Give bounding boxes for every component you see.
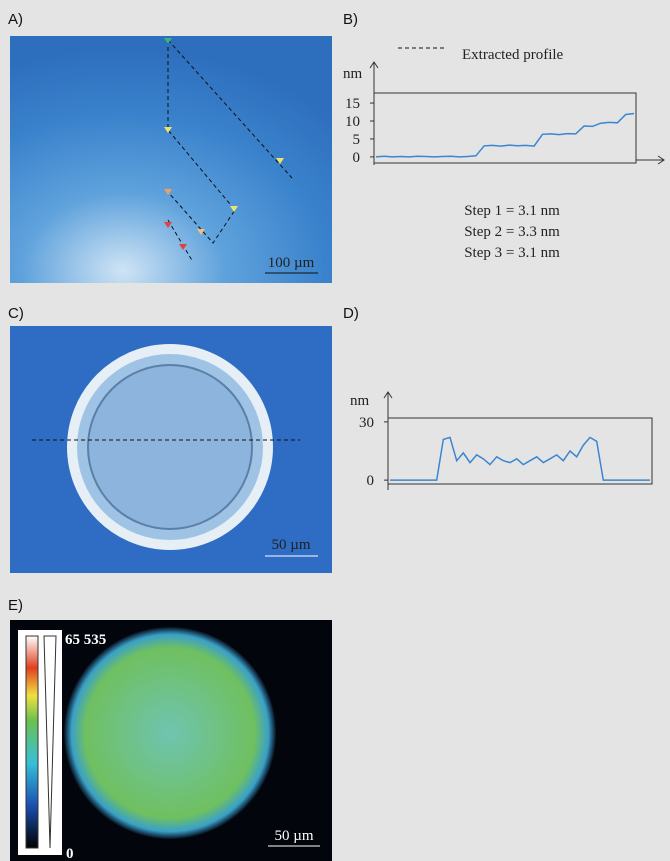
axis-label: nm	[343, 66, 363, 82]
panel-label: B)	[343, 11, 358, 28]
y-tick-label: 10	[345, 114, 360, 130]
step-text: Step 3 = 3.1 nm	[464, 245, 560, 261]
step-text: Step 2 = 3.3 nm	[464, 224, 560, 240]
plot-frame	[387, 417, 653, 485]
axes	[369, 61, 665, 165]
axes	[383, 391, 393, 490]
y-tick-label: 5	[353, 132, 361, 148]
scale-bar-label: 50 µm	[274, 828, 313, 844]
profile-line	[390, 436, 650, 481]
panel-label: A)	[8, 11, 23, 28]
markers	[164, 38, 284, 250]
y-tick-label: 0	[367, 473, 375, 489]
panel-label: D)	[343, 305, 359, 322]
panel-label: E)	[8, 597, 23, 614]
step-text: Step 1 = 3.1 nm	[464, 203, 560, 219]
scale-bar-label: 50 µm	[271, 537, 310, 553]
colorbar	[25, 635, 39, 849]
colorbar-wedge	[43, 635, 57, 849]
scale-max: 65 535	[65, 632, 106, 648]
y-tick-label: 30	[359, 415, 374, 431]
profile-line	[375, 112, 635, 158]
legend-label: Extracted profile	[462, 47, 564, 63]
axis-label: nm	[350, 393, 370, 409]
y-tick-label: 0	[353, 150, 361, 166]
micrograph	[10, 36, 332, 283]
profile-path	[167, 39, 293, 263]
scale-min: 0	[66, 846, 74, 861]
plot-frame	[373, 92, 637, 164]
scale-bar-label: 100 µm	[268, 255, 315, 271]
ring-inner	[87, 364, 253, 530]
panel-label: C)	[8, 305, 24, 322]
y-tick-label: 15	[345, 96, 360, 112]
fluorescence-disk	[64, 627, 276, 839]
